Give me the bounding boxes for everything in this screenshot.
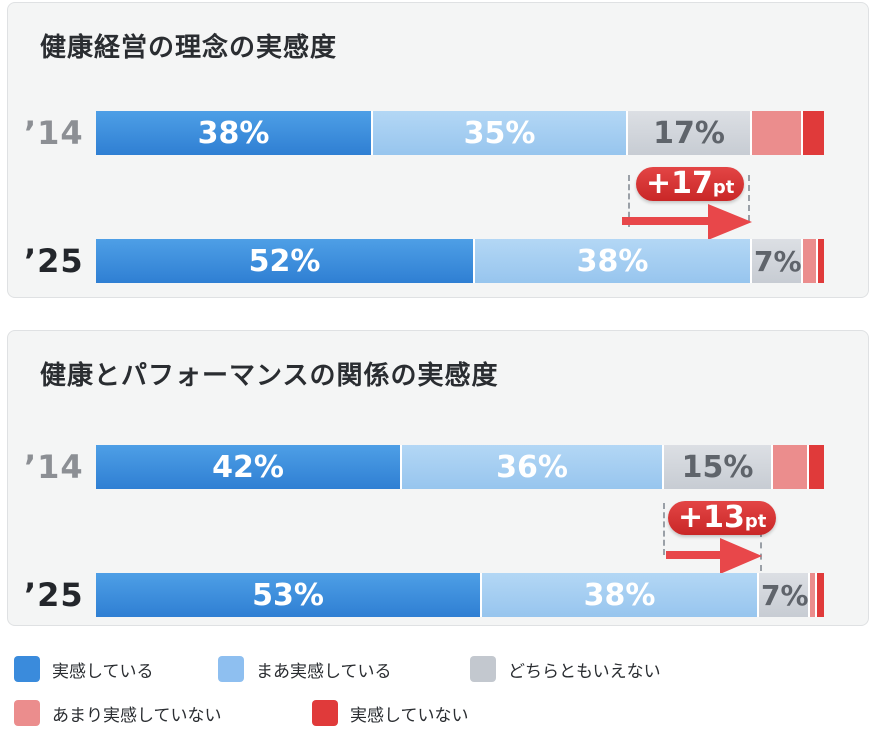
legend-swatch	[14, 656, 40, 682]
bar-row-2014: ’14 42% 36% 15%	[8, 445, 870, 489]
stacked-bar: 42% 36% 15%	[96, 445, 824, 489]
chart-title: 健康経営の理念の実感度	[40, 33, 338, 63]
segment-dochiramo: 7%	[759, 573, 810, 617]
change-badge: +17pt	[636, 166, 745, 201]
year-label: ’14	[24, 448, 84, 486]
increase-arrow-icon	[622, 204, 752, 240]
segment-amari	[773, 445, 809, 489]
baseline-dashed-marker	[663, 503, 665, 555]
legend-label: 実感していない	[350, 705, 469, 726]
target-dashed-marker	[748, 175, 750, 221]
legend-item-shiteinai: 実感していない	[312, 700, 469, 726]
data-label: 15%	[681, 449, 754, 485]
data-label: 38%	[583, 577, 656, 613]
bar-row-2025: ’25 52% 38% 7%	[8, 239, 870, 283]
chart-panel-2: 健康とパフォーマンスの関係の実感度 ’14 42% 36% 15% +13pt ’2…	[7, 330, 869, 626]
data-label: 35%	[463, 115, 536, 151]
segment-maa-jikkan: 38%	[475, 239, 752, 283]
legend-item-jikkan: 実感している	[14, 656, 154, 682]
data-label: 38%	[576, 243, 649, 279]
legend-label: まあ実感している	[256, 661, 392, 682]
segment-amari	[752, 111, 803, 155]
legend-item-maa-jikkan: まあ実感している	[218, 656, 392, 682]
legend-swatch	[470, 656, 496, 682]
target-dashed-marker	[760, 531, 762, 571]
segment-shiteinai	[818, 239, 824, 283]
stacked-bar: 53% 38% 7%	[96, 573, 824, 617]
data-label: 7%	[761, 578, 809, 612]
chart-title: 健康とパフォーマンスの関係の実感度	[40, 361, 499, 391]
segment-jikkan: 38%	[96, 111, 373, 155]
segment-maa-jikkan: 35%	[373, 111, 628, 155]
year-label: ’14	[24, 114, 84, 152]
legend-item-dochiramo: どちらともいえない	[470, 656, 661, 682]
legend-swatch	[218, 656, 244, 682]
bar-row-2025: ’25 53% 38% 7%	[8, 573, 870, 617]
legend-label: どちらともいえない	[508, 661, 661, 682]
segment-maa-jikkan: 36%	[402, 445, 664, 489]
data-label: 38%	[197, 115, 270, 151]
segment-shiteinai	[803, 111, 824, 155]
data-label: 52%	[248, 243, 321, 279]
legend-label: 実感している	[52, 661, 154, 682]
segment-amari	[803, 239, 818, 283]
baseline-dashed-marker	[628, 175, 630, 227]
segment-jikkan: 53%	[96, 573, 482, 617]
change-unit: pt	[744, 511, 767, 532]
change-unit: pt	[712, 177, 735, 198]
legend-item-amari: あまり実感していない	[14, 700, 222, 726]
legend-swatch	[14, 700, 40, 726]
data-label: 17%	[653, 115, 725, 151]
stacked-bar: 38% 35% 17%	[96, 111, 824, 155]
bar-row-2014: ’14 38% 35% 17%	[8, 111, 870, 155]
segment-dochiramo: 7%	[752, 239, 803, 283]
data-label: 42%	[212, 449, 284, 485]
segment-amari	[810, 573, 817, 617]
legend-label: あまり実感していない	[52, 705, 222, 726]
segment-maa-jikkan: 38%	[482, 573, 759, 617]
legend: 実感している まあ実感している どちらともいえない あまり実感していない 実感し…	[14, 650, 874, 734]
segment-shiteinai	[809, 445, 824, 489]
data-label: 53%	[252, 577, 324, 613]
year-label: ’25	[24, 242, 84, 280]
chart-panel-1: 健康経営の理念の実感度 ’14 38% 35% 17% +17pt ’25 52% 3…	[7, 2, 869, 298]
change-value: +13	[678, 500, 745, 535]
year-label: ’25	[24, 576, 84, 614]
segment-dochiramo: 15%	[664, 445, 773, 489]
data-label: 7%	[754, 244, 802, 278]
stacked-bar: 52% 38% 7%	[96, 239, 824, 283]
segment-shiteinai	[817, 573, 824, 617]
legend-swatch	[312, 700, 338, 726]
change-value: +17	[646, 166, 713, 201]
change-badge: +13pt	[668, 500, 777, 535]
segment-dochiramo: 17%	[628, 111, 752, 155]
increase-arrow-icon	[666, 538, 762, 574]
segment-jikkan: 52%	[96, 239, 475, 283]
data-label: 36%	[496, 449, 568, 485]
segment-jikkan: 42%	[96, 445, 402, 489]
